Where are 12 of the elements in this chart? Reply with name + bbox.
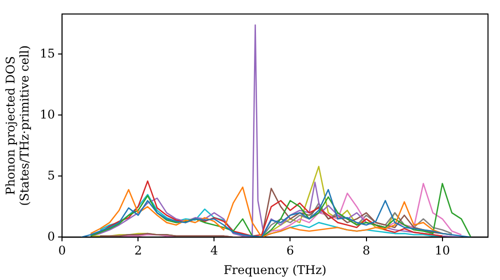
- y-tick-label: 15: [40, 46, 56, 60]
- y-tick-label: 0: [47, 229, 56, 244]
- y-tick-label: 5: [47, 168, 56, 182]
- x-tick-label: 8: [362, 244, 370, 258]
- x-axis-title: Frequency (THz): [224, 262, 326, 277]
- x-tick-label: 0: [58, 244, 66, 258]
- y-axis-title: Phonon projected DOS (States/THz·primitive cell): [3, 45, 32, 206]
- y-tick-label: 10: [40, 107, 56, 122]
- x-tick-label: 6: [286, 244, 294, 258]
- x-tick-label: 10: [434, 244, 450, 258]
- x-tick-label: 4: [210, 244, 218, 258]
- x-tick-label: 2: [134, 244, 142, 258]
